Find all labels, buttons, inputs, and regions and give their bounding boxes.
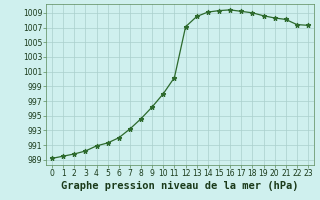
X-axis label: Graphe pression niveau de la mer (hPa): Graphe pression niveau de la mer (hPa)	[61, 181, 299, 191]
